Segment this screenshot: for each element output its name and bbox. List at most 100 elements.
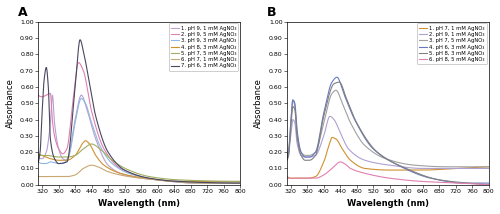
6. pH 8, 5 mM AgNO₃: [480, 183, 486, 186]
5. pH 8, 3 mM AgNO₃: [294, 135, 300, 137]
3. pH 7, 5 mM AgNO₃: [480, 165, 486, 168]
1. pH 7, 1 mM AgNO₃: [480, 166, 486, 168]
4. pH 6, 3 mM AgNO₃: [294, 128, 300, 131]
4. pH 8, 3 mM AgNO₃: [232, 180, 237, 183]
6. pH 7, 1 mM AgNO₃: [35, 175, 41, 178]
3. pH 9, 3 mM AgNO₃: [35, 161, 41, 163]
5. pH 8, 3 mM AgNO₃: [443, 180, 449, 182]
Text: B: B: [266, 6, 276, 19]
X-axis label: Wavelength (nm): Wavelength (nm): [346, 199, 428, 208]
7. pH 6, 3 mM AgNO₃: [134, 174, 140, 176]
5. pH 7, 5 mM AgNO₃: [88, 143, 94, 145]
X-axis label: Wavelength (nm): Wavelength (nm): [98, 199, 180, 208]
Line: 5. pH 8, 3 mM AgNO₃: 5. pH 8, 3 mM AgNO₃: [286, 82, 488, 185]
4. pH 6, 3 mM AgNO₃: [480, 182, 486, 184]
6. pH 8, 5 mM AgNO₃: [337, 161, 343, 163]
2. pH 9, 1 mM AgNO₃: [284, 156, 290, 158]
6. pH 8, 5 mM AgNO₃: [382, 176, 388, 179]
6. pH 7, 1 mM AgNO₃: [46, 175, 52, 178]
6. pH 8, 5 mM AgNO₃: [376, 175, 382, 178]
Line: 2. pH 9, 5 mM AgNO₃: 2. pH 9, 5 mM AgNO₃: [38, 62, 240, 183]
7. pH 6, 3 mM AgNO₃: [237, 182, 243, 184]
5. pH 8, 3 mM AgNO₃: [486, 183, 492, 186]
7. pH 6, 3 mM AgNO₃: [46, 86, 52, 88]
1. pH 9, 1 mM AgNO₃: [78, 94, 84, 97]
5. pH 8, 3 mM AgNO₃: [376, 153, 382, 155]
3. pH 9, 3 mM AgNO₃: [194, 182, 200, 184]
4. pH 6, 3 mM AgNO₃: [486, 182, 492, 184]
3. pH 7, 5 mM AgNO₃: [444, 165, 450, 168]
3. pH 7, 5 mM AgNO₃: [333, 89, 339, 92]
Line: 5. pH 7, 5 mM AgNO₃: 5. pH 7, 5 mM AgNO₃: [38, 144, 240, 181]
5. pH 7, 5 mM AgNO₃: [237, 180, 243, 183]
6. pH 7, 1 mM AgNO₃: [232, 182, 237, 184]
2. pH 9, 1 mM AgNO₃: [294, 141, 300, 144]
2. pH 9, 5 mM AgNO₃: [194, 182, 200, 184]
1. pH 9, 1 mM AgNO₃: [232, 180, 237, 183]
5. pH 8, 3 mM AgNO₃: [284, 159, 290, 162]
2. pH 9, 5 mM AgNO₃: [232, 182, 237, 184]
4. pH 8, 3 mM AgNO₃: [46, 157, 52, 159]
2. pH 9, 5 mM AgNO₃: [232, 182, 237, 184]
6. pH 7, 1 mM AgNO₃: [134, 176, 140, 179]
4. pH 6, 3 mM AgNO₃: [376, 153, 382, 156]
3. pH 9, 3 mM AgNO₃: [78, 97, 84, 100]
3. pH 9, 3 mM AgNO₃: [128, 173, 134, 175]
7. pH 6, 3 mM AgNO₃: [35, 161, 41, 163]
5. pH 7, 5 mM AgNO₃: [128, 170, 134, 172]
5. pH 8, 3 mM AgNO₃: [480, 183, 486, 186]
4. pH 6, 3 mM AgNO₃: [443, 180, 449, 183]
Y-axis label: Absorbance: Absorbance: [6, 78, 15, 128]
6. pH 7, 1 mM AgNO₃: [232, 182, 237, 184]
4. pH 8, 3 mM AgNO₃: [128, 175, 134, 177]
1. pH 7, 1 mM AgNO₃: [486, 165, 492, 168]
7. pH 6, 3 mM AgNO₃: [77, 39, 83, 41]
2. pH 9, 1 mM AgNO₃: [443, 167, 449, 170]
3. pH 9, 3 mM AgNO₃: [237, 182, 243, 184]
2. pH 9, 1 mM AgNO₃: [480, 167, 486, 170]
Y-axis label: Absorbance: Absorbance: [254, 78, 263, 128]
6. pH 7, 1 mM AgNO₃: [88, 164, 94, 166]
1. pH 7, 1 mM AgNO₃: [376, 168, 382, 171]
3. pH 9, 3 mM AgNO₃: [232, 182, 237, 184]
1. pH 9, 1 mM AgNO₃: [232, 180, 237, 183]
7. pH 6, 3 mM AgNO₃: [194, 181, 200, 184]
1. pH 7, 1 mM AgNO₃: [443, 168, 449, 170]
5. pH 8, 3 mM AgNO₃: [480, 183, 486, 186]
4. pH 8, 3 mM AgNO₃: [35, 153, 41, 155]
4. pH 8, 3 mM AgNO₃: [194, 180, 200, 183]
2. pH 9, 5 mM AgNO₃: [237, 182, 243, 184]
2. pH 9, 1 mM AgNO₃: [480, 167, 486, 170]
1. pH 7, 1 mM AgNO₃: [288, 177, 294, 180]
5. pH 8, 3 mM AgNO₃: [336, 81, 342, 83]
4. pH 6, 3 mM AgNO₃: [461, 182, 467, 184]
1. pH 7, 1 mM AgNO₃: [329, 136, 335, 139]
3. pH 7, 5 mM AgNO₃: [376, 155, 382, 158]
2. pH 9, 5 mM AgNO₃: [46, 93, 52, 95]
3. pH 7, 5 mM AgNO₃: [486, 165, 492, 168]
6. pH 8, 5 mM AgNO₃: [486, 183, 492, 186]
3. pH 9, 3 mM AgNO₃: [134, 174, 140, 177]
1. pH 7, 1 mM AgNO₃: [284, 175, 290, 178]
7. pH 6, 3 mM AgNO₃: [128, 172, 134, 174]
Line: 3. pH 9, 3 mM AgNO₃: 3. pH 9, 3 mM AgNO₃: [38, 98, 240, 183]
Line: 1. pH 9, 1 mM AgNO₃: 1. pH 9, 1 mM AgNO₃: [38, 95, 240, 181]
6. pH 8, 5 mM AgNO₃: [443, 181, 449, 184]
6. pH 7, 1 mM AgNO₃: [196, 182, 202, 184]
5. pH 7, 5 mM AgNO₃: [194, 179, 200, 182]
3. pH 7, 5 mM AgNO₃: [382, 157, 388, 160]
4. pH 8, 3 mM AgNO₃: [232, 180, 237, 183]
Line: 4. pH 6, 3 mM AgNO₃: 4. pH 6, 3 mM AgNO₃: [286, 77, 488, 183]
2. pH 9, 5 mM AgNO₃: [196, 182, 202, 184]
Line: 1. pH 7, 1 mM AgNO₃: 1. pH 7, 1 mM AgNO₃: [286, 137, 488, 178]
3. pH 9, 3 mM AgNO₃: [232, 182, 237, 184]
3. pH 9, 3 mM AgNO₃: [196, 182, 202, 184]
Line: 6. pH 8, 5 mM AgNO₃: 6. pH 8, 5 mM AgNO₃: [286, 162, 488, 185]
6. pH 8, 5 mM AgNO₃: [480, 183, 486, 186]
4. pH 8, 3 mM AgNO₃: [176, 180, 182, 183]
4. pH 6, 3 mM AgNO₃: [284, 157, 290, 160]
Line: 7. pH 6, 3 mM AgNO₃: 7. pH 6, 3 mM AgNO₃: [38, 40, 240, 183]
2. pH 9, 1 mM AgNO₃: [382, 163, 388, 166]
6. pH 7, 1 mM AgNO₃: [237, 182, 243, 184]
1. pH 9, 1 mM AgNO₃: [46, 140, 52, 142]
